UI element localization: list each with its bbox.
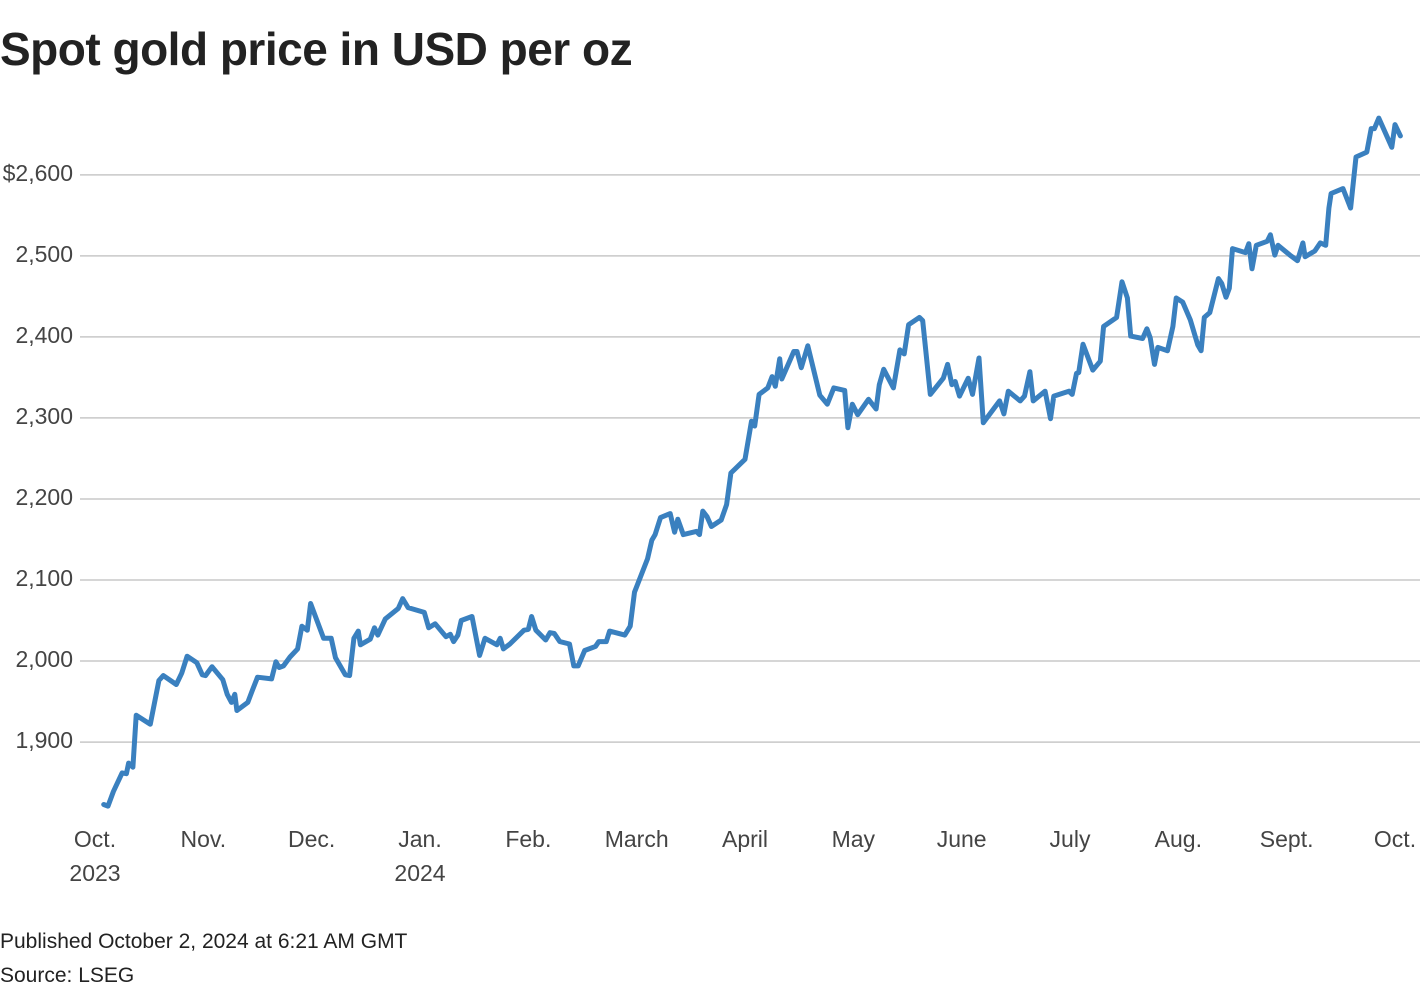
y-tick-label: 2,400 [15, 322, 73, 348]
x-tick-label: June [936, 826, 987, 852]
x-tick-label: Sept. [1259, 826, 1314, 852]
y-tick-label: 2,500 [15, 241, 73, 267]
x-tick-label: May [831, 826, 876, 852]
y-tick-label: 2,100 [15, 565, 73, 591]
x-tick-label: Oct. [1373, 826, 1417, 852]
x-tick-label: Feb. [505, 826, 552, 852]
x-tick-label: April [721, 826, 769, 852]
chart-title: Spot gold price in USD per oz [0, 23, 633, 75]
x-tick-label: Nov. [180, 826, 227, 852]
x-tick-label: July [1049, 826, 1091, 852]
y-tick-label: 2,300 [15, 403, 73, 429]
x-tick-label: March [604, 826, 669, 852]
y-tick-label: 2,000 [15, 646, 73, 672]
y-tick-label: 1,900 [15, 727, 73, 753]
x-tick-label: Aug. [1154, 826, 1202, 852]
y-tick-label: $2,600 [3, 160, 73, 186]
published-note: Published October 2, 2024 at 6:21 AM GMT [0, 930, 408, 953]
x-tick-label: Dec. [288, 826, 336, 852]
y-tick-label: 2,200 [15, 484, 73, 510]
source-note: Source: LSEG [0, 964, 135, 987]
x-tick-label: Jan. 2024 [394, 826, 446, 886]
price-line [101, 115, 1403, 809]
x-tick-label: Oct. 2023 [69, 826, 121, 886]
